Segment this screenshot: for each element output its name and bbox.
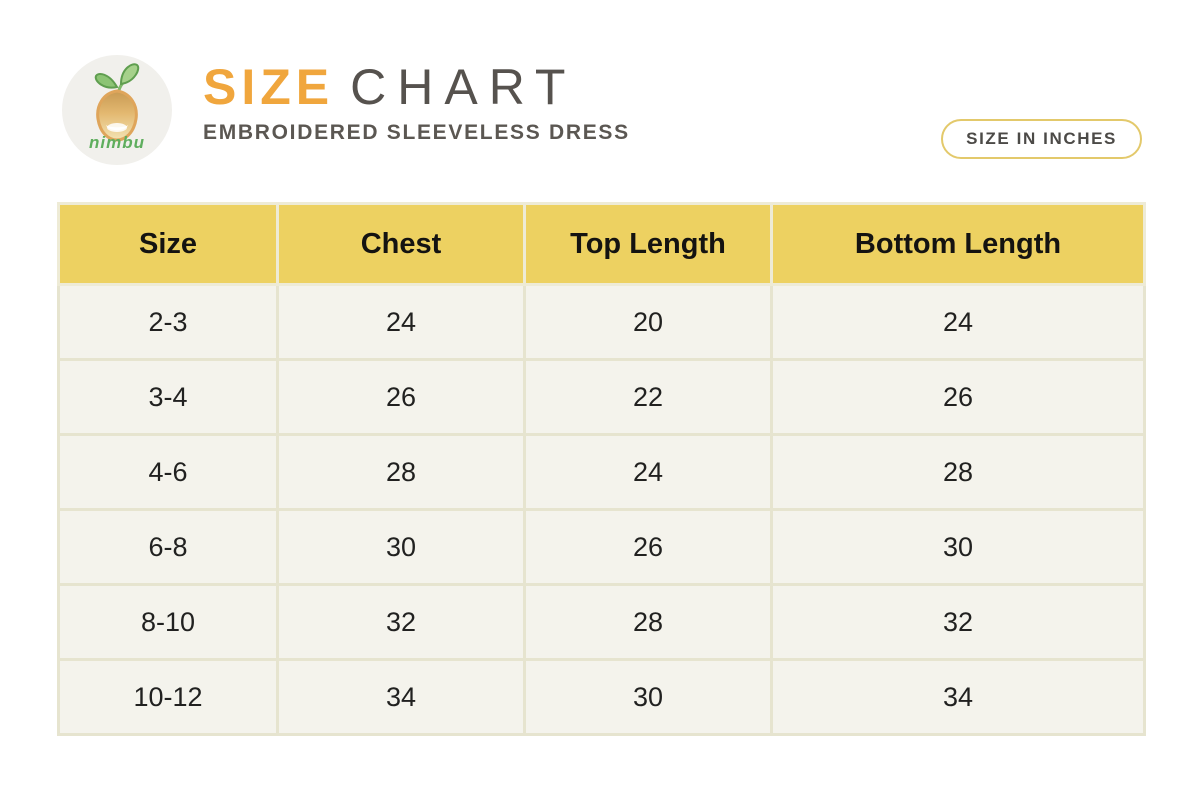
title-chart: CHART xyxy=(350,59,577,115)
table-cell: 30 xyxy=(770,508,1146,586)
table-cell: 8-10 xyxy=(57,583,279,661)
title-size: SIZE xyxy=(203,59,335,115)
table-cell: 24 xyxy=(770,283,1146,361)
table-cell: 4-6 xyxy=(57,433,279,511)
col-header-chest: Chest xyxy=(276,202,526,286)
col-header-bottom-length: Bottom Length xyxy=(770,202,1146,286)
table-cell: 20 xyxy=(523,283,773,361)
table-row: 8-10 32 28 32 xyxy=(57,583,1146,661)
size-table: Size Chest Top Length Bottom Length 2-3 … xyxy=(57,202,1146,736)
title-block: SIZE CHART EMBROIDERED SLEEVELESS DRESS xyxy=(203,62,630,145)
col-header-size: Size xyxy=(57,202,279,286)
table-cell: 32 xyxy=(276,583,526,661)
table-cell: 26 xyxy=(276,358,526,436)
table-cell: 30 xyxy=(276,508,526,586)
lemon-icon xyxy=(94,63,140,142)
table-row: 4-6 28 24 28 xyxy=(57,433,1146,511)
table-cell: 28 xyxy=(276,433,526,511)
page-title: SIZE CHART xyxy=(203,62,630,112)
table-cell: 2-3 xyxy=(57,283,279,361)
table-row: 10-12 34 30 34 xyxy=(57,658,1146,736)
table-row: 2-3 24 20 24 xyxy=(57,283,1146,361)
table-cell: 32 xyxy=(770,583,1146,661)
brand-name: nimbu xyxy=(89,133,145,152)
table-cell: 6-8 xyxy=(57,508,279,586)
table-cell: 24 xyxy=(276,283,526,361)
table-cell: 30 xyxy=(523,658,773,736)
table-row: 6-8 30 26 30 xyxy=(57,508,1146,586)
table-row: 3-4 26 22 26 xyxy=(57,358,1146,436)
table-header-row: Size Chest Top Length Bottom Length xyxy=(57,202,1146,286)
brand-logo: nimbu xyxy=(62,55,172,165)
table-cell: 26 xyxy=(523,508,773,586)
table-cell: 28 xyxy=(523,583,773,661)
table-cell: 10-12 xyxy=(57,658,279,736)
size-unit-badge: SIZE IN INCHES xyxy=(941,119,1142,159)
col-header-top-length: Top Length xyxy=(523,202,773,286)
table-cell: 34 xyxy=(276,658,526,736)
table-cell: 3-4 xyxy=(57,358,279,436)
product-subtitle: EMBROIDERED SLEEVELESS DRESS xyxy=(203,121,630,144)
table-cell: 22 xyxy=(523,358,773,436)
table-cell: 24 xyxy=(523,433,773,511)
table-cell: 28 xyxy=(770,433,1146,511)
table-cell: 26 xyxy=(770,358,1146,436)
table-cell: 34 xyxy=(770,658,1146,736)
